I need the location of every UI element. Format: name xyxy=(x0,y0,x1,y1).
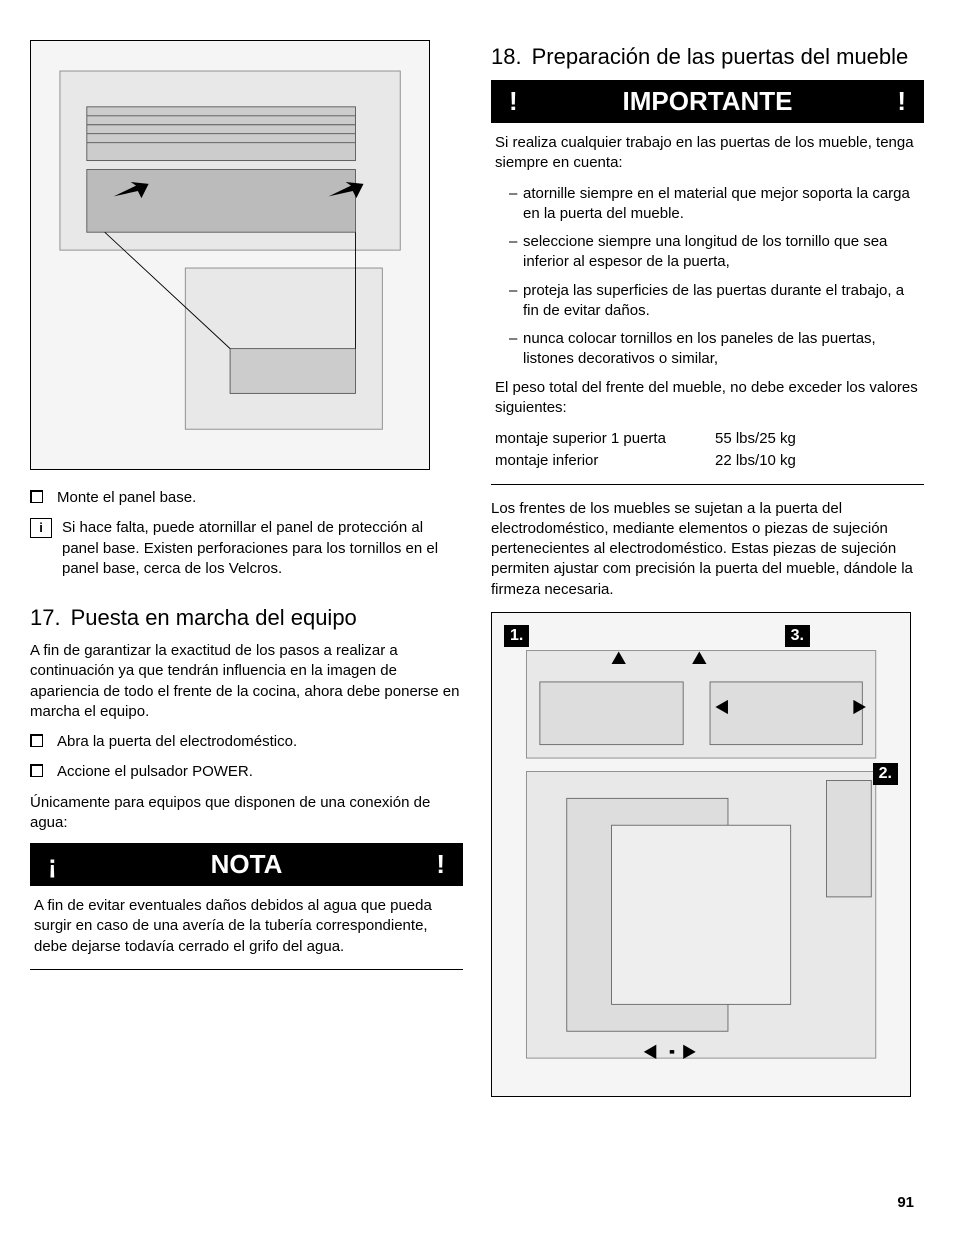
left-column: Monte el panel base. i Si hace falta, pu… xyxy=(30,40,463,1097)
figure-panel-base xyxy=(30,40,430,470)
checklist-text: Accione el pulsador POWER. xyxy=(57,762,253,782)
door-prep-illustration xyxy=(513,637,889,1072)
checklist-item: Monte el panel base. xyxy=(30,488,463,508)
importante-box: Si realiza cualquier trabajo en las puer… xyxy=(491,123,924,485)
info-icon: i xyxy=(30,518,52,538)
importante-banner: ! IMPORTANTE ! xyxy=(491,80,924,123)
info-text: Si hace falta, puede atornillar el panel… xyxy=(62,518,463,579)
weight-intro: El peso total del frente del mueble, no … xyxy=(495,378,920,419)
section-title: Puesta en marcha del equipo xyxy=(71,605,357,631)
weight-value: 22 lbs/10 kg xyxy=(715,450,796,472)
table-row: montaje superior 1 puerta 55 lbs/25 kg xyxy=(495,428,920,450)
checkbox-icon xyxy=(30,734,43,747)
list-item: nunca colocar tornillos en los paneles d… xyxy=(509,329,920,370)
page-number: 91 xyxy=(897,1194,914,1211)
weight-label: montaje inferior xyxy=(495,450,715,472)
checkbox-icon xyxy=(30,490,43,503)
section-18-heading: 18. Preparación de las puertas del muebl… xyxy=(491,44,924,70)
banner-label: NOTA xyxy=(211,849,283,880)
section-title: Preparación de las puertas del mueble xyxy=(532,44,909,70)
importante-list: atornille siempre en el material que mej… xyxy=(495,184,920,370)
list-item: seleccione siempre una longitud de los t… xyxy=(509,232,920,273)
nota-text: A fin de evitar eventuales daños debidos… xyxy=(34,896,459,957)
importante-intro: Si realiza cualquier trabajo en las puer… xyxy=(495,133,920,174)
figure-door-prep: 1. 3. 2. xyxy=(491,612,911,1097)
weight-table: montaje superior 1 puerta 55 lbs/25 kg m… xyxy=(495,428,920,472)
exclamation-icon: ! xyxy=(897,86,906,117)
exclamation-icon: ¡ xyxy=(48,849,57,880)
paragraph: A fin de garantizar la exactitud de los … xyxy=(30,641,463,722)
paragraph: Los frentes de los muebles se sujetan a … xyxy=(491,499,924,600)
weight-label: montaje superior 1 puerta xyxy=(495,428,715,450)
figure-step-3: 3. xyxy=(785,625,810,647)
table-row: montaje inferior 22 lbs/10 kg xyxy=(495,450,920,472)
section-number: 18. xyxy=(491,44,522,70)
checklist-item: Accione el pulsador POWER. xyxy=(30,762,463,782)
checklist-text: Monte el panel base. xyxy=(57,488,196,508)
list-item: atornille siempre en el material que mej… xyxy=(509,184,920,225)
section-number: 17. xyxy=(30,605,61,631)
info-item: i Si hace falta, puede atornillar el pan… xyxy=(30,518,463,579)
section-17-heading: 17. Puesta en marcha del equipo xyxy=(30,605,463,631)
right-column: 18. Preparación de las puertas del muebl… xyxy=(491,40,924,1097)
checklist-item: Abra la puerta del electrodoméstico. xyxy=(30,732,463,752)
exclamation-icon: ! xyxy=(436,849,445,880)
weight-value: 55 lbs/25 kg xyxy=(715,428,796,450)
panel-base-illustration xyxy=(51,62,409,447)
paragraph: Únicamente para equipos que disponen de … xyxy=(30,793,463,834)
exclamation-icon: ! xyxy=(509,86,518,117)
nota-banner: ¡ NOTA ! xyxy=(30,843,463,886)
figure-step-1: 1. xyxy=(504,625,529,647)
list-item: proteja las superficies de las puertas d… xyxy=(509,281,920,322)
figure-step-2: 2. xyxy=(873,763,898,785)
nota-box: A fin de evitar eventuales daños debidos… xyxy=(30,886,463,970)
checklist-text: Abra la puerta del electrodoméstico. xyxy=(57,732,297,752)
banner-label: IMPORTANTE xyxy=(623,86,793,117)
checkbox-icon xyxy=(30,764,43,777)
